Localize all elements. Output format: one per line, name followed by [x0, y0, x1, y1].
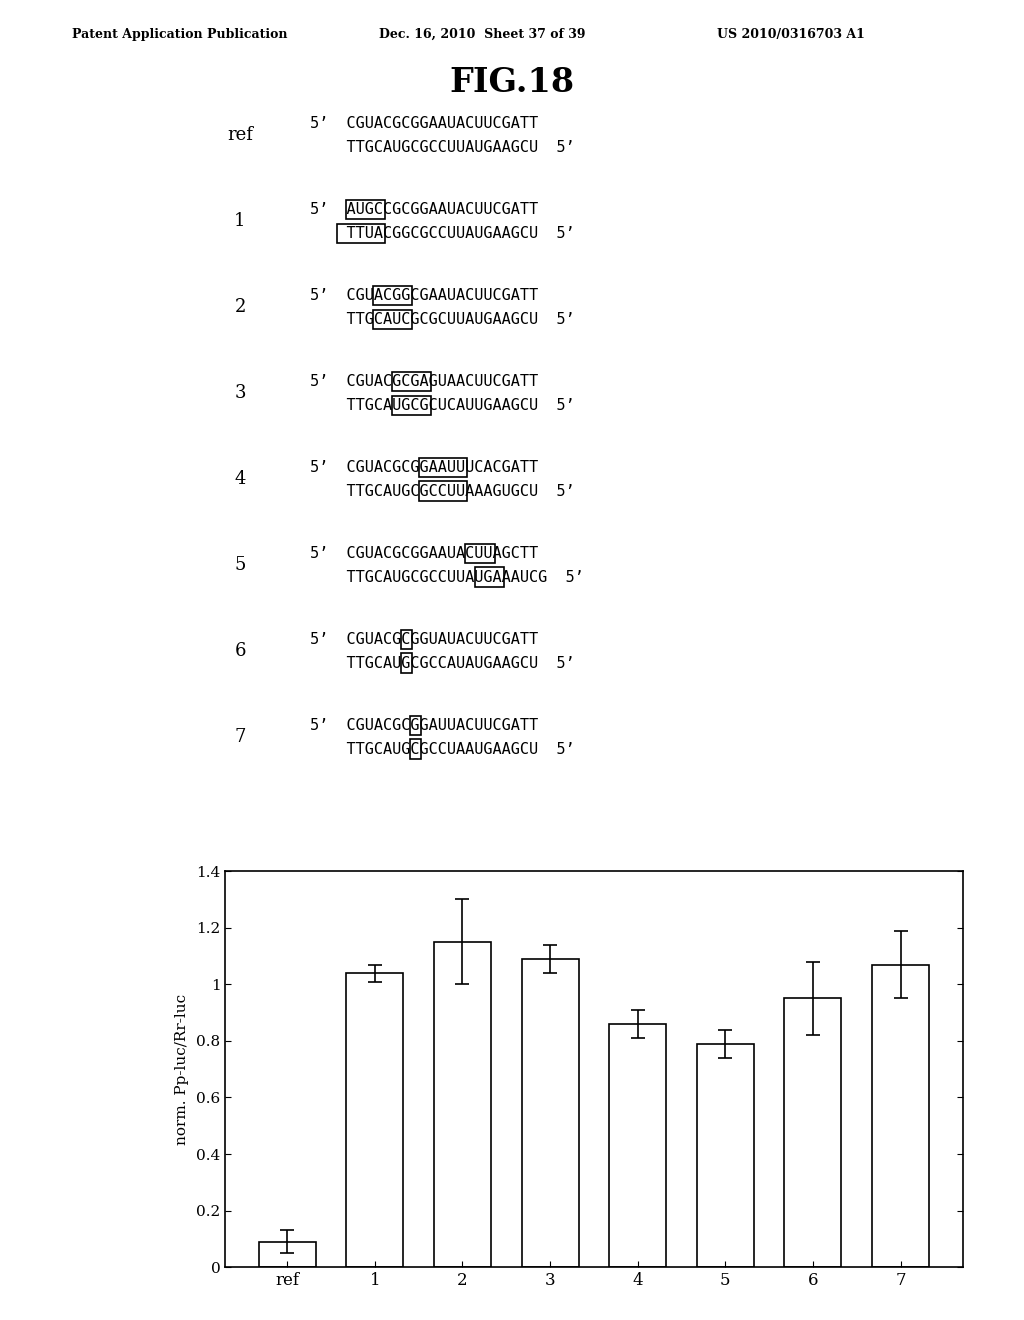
Text: 5: 5	[234, 556, 246, 574]
Text: 5’  CGUACGGCGAAUACUUCGATT: 5’ CGUACGGCGAAUACUUCGATT	[310, 288, 539, 304]
Text: 1: 1	[234, 213, 246, 231]
Text: 3: 3	[234, 384, 246, 403]
Text: ref: ref	[227, 127, 253, 144]
Bar	[420, 482, 467, 500]
Text: 5’  CGUACGCGGAAUUUCACGATT: 5’ CGUACGCGGAAUUUCACGATT	[310, 461, 539, 475]
Bar	[411, 715, 422, 735]
Text: TTGCAUGCGCUCAUUGAAGCU  5’: TTGCAUGCGCUCAUUGAAGCU 5’	[310, 397, 574, 413]
Text: 5’  CGUACGCGGAUUACUUCGATT: 5’ CGUACGCGGAUUACUUCGATT	[310, 718, 539, 733]
Bar	[521, 958, 579, 1267]
Text: Patent Application Publication: Patent Application Publication	[72, 28, 287, 41]
Text: 6: 6	[234, 643, 246, 660]
Bar	[392, 372, 431, 391]
Bar	[474, 568, 504, 587]
Y-axis label: norm. Pp-luc/Rr-luc: norm. Pp-luc/Rr-luc	[175, 994, 189, 1144]
Text: TTGCAUGCGCCUUAUGAAAUCG  5’: TTGCAUGCGCCUUAUGAAAUCG 5’	[310, 570, 584, 585]
Bar	[374, 286, 413, 305]
Bar	[346, 973, 403, 1267]
Text: 4: 4	[234, 470, 246, 488]
Bar	[337, 223, 385, 243]
Bar	[346, 199, 385, 219]
Bar	[697, 1044, 754, 1267]
Text: 5’  CGUACGCGAGUAACUUCGATT: 5’ CGUACGCGAGUAACUUCGATT	[310, 374, 539, 389]
Bar	[374, 309, 413, 329]
Text: Dec. 16, 2010  Sheet 37 of 39: Dec. 16, 2010 Sheet 37 of 39	[379, 28, 586, 41]
Text: US 2010/0316703 A1: US 2010/0316703 A1	[717, 28, 864, 41]
Text: 2: 2	[234, 298, 246, 317]
Bar	[420, 458, 467, 478]
Text: 5’  CGUACGCGGAAUACUUCGATT: 5’ CGUACGCGGAAUACUUCGATT	[310, 116, 539, 131]
Bar	[784, 998, 842, 1267]
Bar	[401, 653, 413, 673]
Text: 5’  CGUACGCGGAAUACUUAGCTT: 5’ CGUACGCGGAAUACUUAGCTT	[310, 546, 539, 561]
Text: 5’  AUGCCGCGGAAUACUUCGATT: 5’ AUGCCGCGGAAUACUUCGATT	[310, 202, 539, 216]
Bar	[411, 739, 422, 759]
Bar	[434, 942, 490, 1267]
Bar	[392, 396, 431, 414]
Bar	[872, 965, 929, 1267]
Text: TTGCAUGCGCCAUAUGAAGCU  5’: TTGCAUGCGCCAUAUGAAGCU 5’	[310, 656, 574, 671]
Bar	[401, 630, 413, 649]
Text: FIG.18: FIG.18	[450, 66, 574, 99]
Text: TTGCAUGCGCCUUAUGAAGCU  5’: TTGCAUGCGCCUUAUGAAGCU 5’	[310, 140, 574, 154]
Text: TTGCAUGCGCCUUAAAGUGCU  5’: TTGCAUGCGCCUUAAAGUGCU 5’	[310, 483, 574, 499]
Text: 7: 7	[234, 729, 246, 746]
Bar	[609, 1024, 667, 1267]
Text: TTGCAUGCGCCUAAUGAAGCU  5’: TTGCAUGCGCCUAAUGAAGCU 5’	[310, 742, 574, 756]
Bar	[259, 1242, 315, 1267]
Text: 5’  CGUACGCGGUAUACUUCGATT: 5’ CGUACGCGGUAUACUUCGATT	[310, 632, 539, 647]
Bar	[465, 544, 495, 564]
Text: TTGCAUCGCGCUUAUGAAGCU  5’: TTGCAUCGCGCUUAUGAAGCU 5’	[310, 312, 574, 326]
Text: TTUACGGCGCCUUAUGAAGCU  5’: TTUACGGCGCCUUAUGAAGCU 5’	[310, 226, 574, 240]
